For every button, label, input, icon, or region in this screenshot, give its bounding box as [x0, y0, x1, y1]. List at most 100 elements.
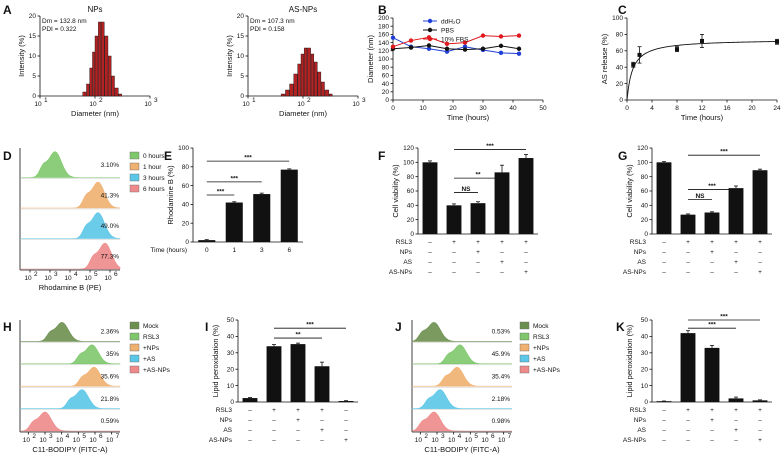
y-tick-label: 20 — [29, 13, 37, 20]
treatment-sign: – — [686, 417, 690, 424]
x-tick-label: 10 — [23, 437, 31, 444]
histogram-bar — [104, 35, 109, 97]
treatment-sign: – — [452, 269, 456, 276]
legend-entry: Mock — [533, 323, 549, 330]
treatment-sign: – — [662, 259, 666, 266]
x-tick-exponent: 2 — [99, 97, 103, 104]
y-tick-label: 30 — [227, 350, 235, 357]
y-tick-label: 0 — [32, 93, 36, 100]
bar — [242, 398, 258, 402]
dm-label: Dm = 107.3 nm — [250, 18, 295, 25]
histogram-bar — [310, 53, 315, 97]
bar — [656, 162, 672, 234]
x-axis-label: Time (hours) — [150, 247, 187, 254]
legend-swatch — [519, 321, 530, 330]
treatment-sign: + — [710, 407, 714, 414]
series-point — [408, 45, 414, 50]
legend-swatch — [129, 173, 140, 182]
flow-histogram — [20, 242, 121, 270]
data-point — [631, 62, 636, 67]
y-tick-label: 0 — [385, 97, 389, 104]
series-point — [462, 47, 468, 52]
y-tick-label: 50 — [641, 317, 649, 324]
y-tick-label: 100 — [403, 160, 414, 167]
percent-label: 0.98% — [492, 418, 511, 425]
y-tick-label: 5 — [240, 73, 244, 80]
treatment-row-label: AS — [403, 259, 412, 266]
x-tick-label: 10 — [39, 437, 47, 444]
histogram-bar — [89, 67, 93, 97]
series-point — [462, 40, 468, 45]
x-tick-label: 0 — [205, 247, 209, 254]
treatment-sign: – — [710, 269, 714, 276]
x-tick-label: 10 — [242, 101, 250, 108]
treatment-row-label: AS — [637, 259, 646, 266]
y-tick-label: 40 — [616, 64, 624, 71]
x-tick-label: 10 — [448, 437, 456, 444]
y-tick-label: 0 — [644, 231, 648, 238]
legend-swatch — [129, 354, 140, 363]
y-tick-label: 20 — [641, 366, 649, 373]
y-tick-label: 20 — [641, 217, 649, 224]
treatment-sign: – — [734, 437, 738, 444]
treatment-sign: – — [734, 249, 738, 256]
histogram-bar — [82, 91, 87, 97]
treatment-sign: – — [662, 417, 666, 424]
y-tick-label: 40 — [641, 334, 649, 341]
dm-label: Dm = 132.8 nm — [42, 18, 87, 25]
legend-entry: 3 hours — [143, 175, 165, 182]
legend-entry: 1 hour — [143, 164, 162, 171]
y-tick-label: 10 — [29, 53, 37, 60]
bar — [198, 240, 216, 242]
panel-label-h: H — [3, 320, 12, 334]
percent-label: 35.4% — [492, 373, 511, 380]
panel-label-c: C — [618, 3, 627, 17]
percent-label: 3.10% — [101, 162, 120, 169]
y-tick-label: 180 — [378, 23, 389, 30]
treatment-sign: + — [500, 259, 504, 266]
x-tick-label: 40 — [509, 105, 517, 112]
treatment-sign: – — [758, 427, 762, 434]
y-tick-label: 40 — [382, 81, 390, 88]
y-tick-label: 0 — [619, 97, 623, 104]
x-tick-exponent: 3 — [54, 271, 58, 278]
histogram-bar — [114, 87, 119, 97]
percent-label: 35.6% — [101, 373, 120, 380]
x-tick-label: 10 — [56, 437, 64, 444]
bar — [752, 400, 768, 402]
treatment-sign: – — [710, 437, 714, 444]
bar — [290, 344, 306, 402]
treatment-row-label: NPs — [634, 249, 647, 256]
histogram-bar — [98, 21, 102, 97]
legend-entry: PBS — [441, 28, 455, 35]
y-tick-label: 160 — [378, 32, 389, 39]
histogram-bar — [303, 47, 308, 97]
treatment-sign: – — [734, 417, 738, 424]
flow-histogram — [411, 389, 512, 409]
significance-label: *** — [708, 183, 716, 190]
series-point — [426, 43, 432, 48]
y-tick-label: 80 — [616, 32, 624, 39]
treatment-sign: – — [500, 249, 504, 256]
bar — [422, 162, 438, 234]
x-tick-exponent: 3 — [441, 433, 445, 440]
y-tick-label: 100 — [378, 56, 389, 63]
histogram-bar — [300, 53, 304, 97]
treatment-sign: – — [662, 427, 666, 434]
legend-swatch — [519, 354, 530, 363]
x-tick-label: 12 — [698, 105, 706, 112]
flow-histogram — [412, 366, 512, 387]
bar — [704, 212, 720, 234]
x-tick-exponent: 3 — [362, 97, 366, 104]
bar — [728, 188, 744, 234]
x-tick-exponent: 3 — [154, 97, 158, 104]
treatment-sign: – — [662, 239, 666, 246]
treatment-row-label: AS — [637, 427, 646, 434]
treatment-sign: – — [452, 259, 456, 266]
data-point — [675, 47, 679, 52]
treatment-sign: – — [758, 417, 762, 424]
x-axis-label: C11-BODIPY (FITC-A) — [424, 445, 500, 454]
treatment-sign: – — [734, 269, 738, 276]
legend-swatch — [519, 332, 530, 341]
